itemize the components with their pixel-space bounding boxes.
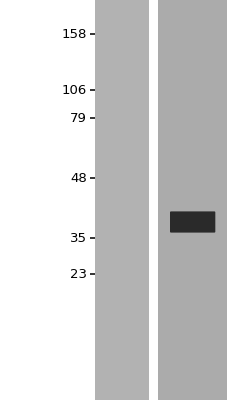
- Text: 23: 23: [69, 268, 86, 280]
- Text: 158: 158: [61, 28, 86, 40]
- Bar: [158, 0, 227, 400]
- Text: 106: 106: [61, 84, 86, 96]
- Text: 79: 79: [69, 112, 86, 124]
- Text: 48: 48: [70, 172, 86, 184]
- Bar: [94, 0, 149, 400]
- Text: 35: 35: [69, 232, 86, 244]
- Bar: [149, 0, 158, 400]
- FancyBboxPatch shape: [169, 212, 214, 233]
